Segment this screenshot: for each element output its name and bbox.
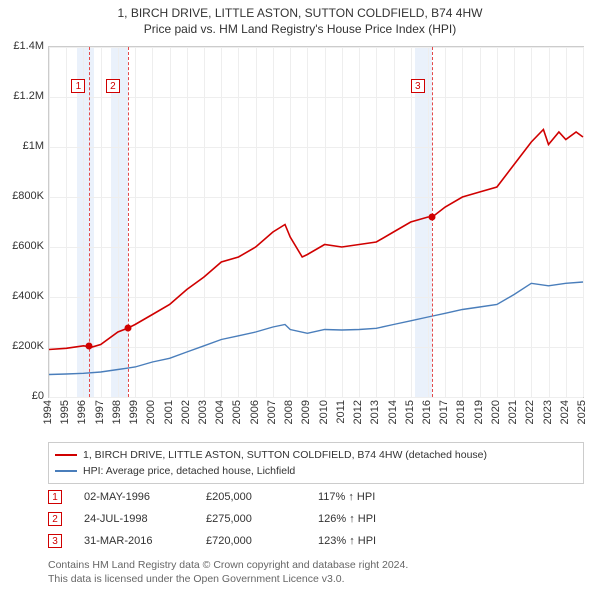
x-tick-label: 2014 [387, 400, 399, 424]
chart-marker-box: 3 [411, 79, 425, 93]
annotation-marker: 2 [48, 512, 62, 526]
y-tick-label: £400K [0, 290, 44, 302]
legend: 1, BIRCH DRIVE, LITTLE ASTON, SUTTON COL… [48, 442, 584, 484]
y-tick-label: £1.4M [0, 40, 44, 52]
x-tick-label: 2015 [404, 400, 416, 424]
legend-label: HPI: Average price, detached house, Lich… [83, 463, 295, 479]
y-tick-label: £600K [0, 240, 44, 252]
footer-line-1: Contains HM Land Registry data © Crown c… [48, 558, 584, 572]
annotation-marker: 1 [48, 490, 62, 504]
y-tick-label: £0 [0, 390, 44, 402]
x-tick-label: 2002 [180, 400, 192, 424]
x-tick-label: 2023 [542, 400, 554, 424]
legend-item: HPI: Average price, detached house, Lich… [55, 463, 577, 479]
chart-marker-box: 1 [71, 79, 85, 93]
x-tick-label: 2025 [576, 400, 588, 424]
y-tick-label: £200K [0, 340, 44, 352]
annotation-marker: 3 [48, 534, 62, 548]
x-tick-label: 2001 [163, 400, 175, 424]
annotation-date: 31-MAR-2016 [84, 535, 184, 547]
chart-plot-area: 1 2 3 [48, 46, 584, 398]
annotation-price: £275,000 [206, 513, 296, 525]
legend-label: 1, BIRCH DRIVE, LITTLE ASTON, SUTTON COL… [83, 447, 487, 463]
y-tick-label: £1M [0, 140, 44, 152]
x-tick-label: 2008 [283, 400, 295, 424]
x-tick-label: 2018 [455, 400, 467, 424]
x-tick-label: 2019 [473, 400, 485, 424]
chart-svg [49, 47, 583, 397]
x-tick-label: 1994 [42, 400, 54, 424]
x-tick-label: 2010 [318, 400, 330, 424]
price-point-dot [124, 325, 131, 332]
x-tick-label: 2000 [145, 400, 157, 424]
chart-titles: 1, BIRCH DRIVE, LITTLE ASTON, SUTTON COL… [0, 0, 600, 36]
x-tick-label: 2022 [524, 400, 536, 424]
x-tick-label: 2005 [231, 400, 243, 424]
price-point-dot [86, 342, 93, 349]
price-point-dot [429, 214, 436, 221]
legend-swatch [55, 470, 77, 472]
title-line-2: Price paid vs. HM Land Registry's House … [0, 22, 600, 36]
annotation-price: £720,000 [206, 535, 296, 547]
x-tick-label: 2016 [421, 400, 433, 424]
x-tick-label: 2009 [300, 400, 312, 424]
series-price_paid [49, 130, 583, 350]
annotation-row: 3 31-MAR-2016 £720,000 123% ↑ HPI [48, 530, 584, 552]
x-tick-label: 2003 [197, 400, 209, 424]
x-tick-label: 1995 [59, 400, 71, 424]
x-tick-label: 1996 [76, 400, 88, 424]
annotation-date: 02-MAY-1996 [84, 491, 184, 503]
x-tick-label: 2017 [438, 400, 450, 424]
annotation-row: 1 02-MAY-1996 £205,000 117% ↑ HPI [48, 486, 584, 508]
y-tick-label: £1.2M [0, 90, 44, 102]
x-tick-label: 2004 [214, 400, 226, 424]
footer-attribution: Contains HM Land Registry data © Crown c… [48, 558, 584, 586]
legend-swatch [55, 454, 77, 456]
x-tick-label: 2007 [266, 400, 278, 424]
footer-line-2: This data is licensed under the Open Gov… [48, 572, 584, 586]
x-tick-label: 2006 [249, 400, 261, 424]
annotation-price: £205,000 [206, 491, 296, 503]
annotations-table: 1 02-MAY-1996 £205,000 117% ↑ HPI 2 24-J… [48, 486, 584, 552]
x-tick-label: 2011 [335, 400, 347, 424]
x-tick-label: 2012 [352, 400, 364, 424]
annotation-row: 2 24-JUL-1998 £275,000 126% ↑ HPI [48, 508, 584, 530]
title-line-1: 1, BIRCH DRIVE, LITTLE ASTON, SUTTON COL… [0, 6, 600, 20]
x-tick-label: 1998 [111, 400, 123, 424]
chart-marker-box: 2 [106, 79, 120, 93]
x-tick-label: 2021 [507, 400, 519, 424]
legend-item: 1, BIRCH DRIVE, LITTLE ASTON, SUTTON COL… [55, 447, 577, 463]
x-tick-label: 2020 [490, 400, 502, 424]
page: 1, BIRCH DRIVE, LITTLE ASTON, SUTTON COL… [0, 0, 600, 590]
annotation-date: 24-JUL-1998 [84, 513, 184, 525]
annotation-pct: 117% ↑ HPI [318, 491, 375, 503]
x-tick-label: 2013 [369, 400, 381, 424]
x-tick-label: 1999 [128, 400, 140, 424]
y-tick-label: £800K [0, 190, 44, 202]
x-tick-label: 2024 [559, 400, 571, 424]
annotation-pct: 123% ↑ HPI [318, 535, 376, 547]
annotation-pct: 126% ↑ HPI [318, 513, 376, 525]
x-tick-label: 1997 [94, 400, 106, 424]
